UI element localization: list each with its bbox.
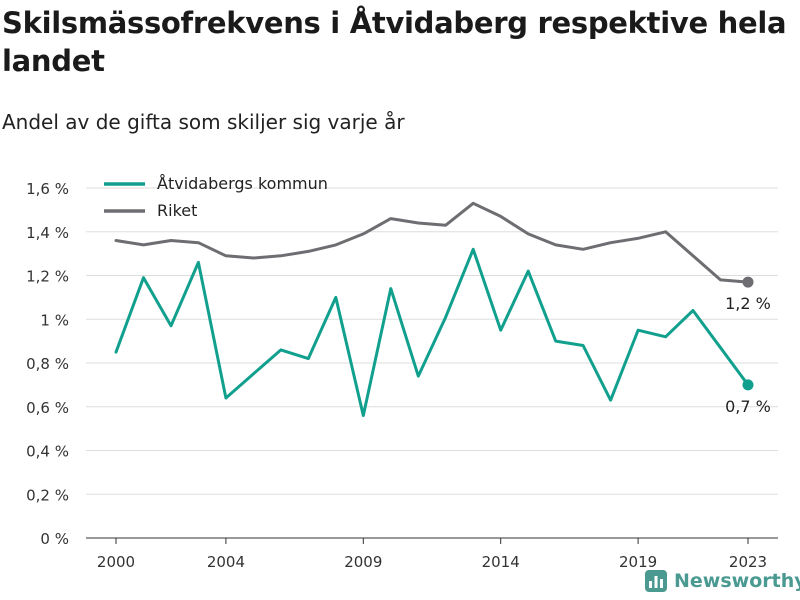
x-tick-label: 2019: [619, 553, 657, 571]
end-value-label: 0,7 %: [725, 397, 771, 416]
x-tick-label: 2009: [344, 553, 382, 571]
chart-title: Skilsmässofrekvens i Åtvidaberg respekti…: [2, 6, 787, 78]
y-tick-label: 1 %: [40, 311, 69, 329]
series-line-0: [114, 247, 750, 417]
brand-name: Newsworthy: [674, 570, 800, 592]
end-value-label: 1,2 %: [725, 294, 771, 313]
end-point-1: [742, 276, 754, 288]
x-tick-label: 2000: [97, 553, 135, 571]
y-tick-label: 1,6 %: [26, 180, 69, 198]
y-tick-label: 0,2 %: [26, 486, 69, 504]
chart-subtitle: Andel av de gifta som skiljer sig varje …: [2, 110, 405, 134]
newsworthy-logo: Newsworthy: [644, 569, 800, 593]
y-tick-label: 0,6 %: [26, 399, 69, 417]
end-point-0: [742, 379, 754, 391]
y-tick-label: 0,4 %: [26, 443, 69, 461]
y-tick-label: 0,8 %: [26, 355, 69, 373]
x-tick-label: 2004: [207, 553, 245, 571]
y-tick-label: 1,4 %: [26, 224, 69, 242]
series-line-1: [114, 201, 750, 284]
x-tick-label: 2023: [729, 553, 767, 571]
bar-chart-icon: [645, 570, 667, 592]
x-tick-label: 2014: [482, 553, 520, 571]
legend-label: Åtvidabergs kommun: [157, 174, 328, 193]
legend-label: Riket: [157, 201, 197, 220]
y-tick-label: 1,2 %: [26, 268, 69, 286]
y-tick-label: 0 %: [40, 530, 69, 548]
